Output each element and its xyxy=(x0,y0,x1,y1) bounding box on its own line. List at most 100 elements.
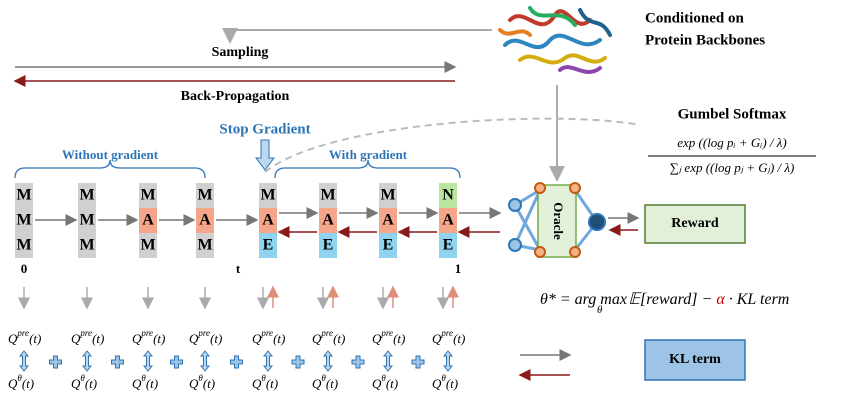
time-end: 1 xyxy=(455,261,462,276)
token: A xyxy=(262,212,274,229)
plus-sign xyxy=(352,356,364,368)
double-arrow xyxy=(384,351,392,371)
token: E xyxy=(323,237,334,254)
gumbel-link xyxy=(265,119,640,172)
time-start: 0 xyxy=(21,261,28,276)
q-arg: (t) xyxy=(210,331,222,346)
q-label: Qθ(t) xyxy=(252,373,278,391)
plus-sign xyxy=(112,356,124,368)
q-sup: pre xyxy=(140,328,153,338)
token: A xyxy=(382,212,394,229)
token: M xyxy=(16,237,31,254)
objective-sub: θ xyxy=(597,304,603,316)
q-arg: (t) xyxy=(92,331,104,346)
q-sup: pre xyxy=(260,328,273,338)
plus-sign xyxy=(50,356,62,368)
q-label: Qpre(t) xyxy=(132,328,165,346)
double-arrow xyxy=(83,351,91,371)
q-label: Qpre(t) xyxy=(8,328,41,346)
q-label: Qpre(t) xyxy=(189,328,222,346)
q-label: Qθ(t) xyxy=(8,373,34,391)
reward-label: Reward xyxy=(671,216,719,231)
token: M xyxy=(79,237,94,254)
double-arrow xyxy=(144,351,152,371)
token: M xyxy=(380,187,395,204)
q-sup: pre xyxy=(380,328,393,338)
condition-line2: Protein Backbones xyxy=(645,32,765,48)
time-mid: t xyxy=(236,261,241,276)
with-gradient-label: With gradient xyxy=(329,147,408,162)
condition-arrow xyxy=(230,30,492,42)
token: M xyxy=(260,187,275,204)
q-label: Qθ(t) xyxy=(372,373,398,391)
oracle-label: Oracle xyxy=(551,202,566,240)
token: M xyxy=(16,187,31,204)
objective: θ* = arg maxθ 𝔼[reward] − α · KL term xyxy=(540,291,789,316)
token: N xyxy=(442,187,454,204)
plus-sign xyxy=(292,356,304,368)
condition-line1: Conditioned on xyxy=(645,10,744,26)
q-arg: (t) xyxy=(453,331,465,346)
token: A xyxy=(199,212,211,229)
gumbel-denominator: ∑ⱼ exp ((log pⱼ + Gⱼ) / λ) xyxy=(670,160,795,175)
double-arrow xyxy=(201,351,209,371)
stop-gradient-arrow xyxy=(256,140,274,170)
gumbel-numerator: exp ((log pᵢ + Gᵢ) / λ) xyxy=(677,135,786,150)
backprop-label: Back-Propagation xyxy=(181,89,290,104)
q-sup: pre xyxy=(79,328,92,338)
objective-rhs: · KL term xyxy=(725,291,790,308)
q-arg: (t) xyxy=(22,376,34,391)
q-sup: pre xyxy=(197,328,210,338)
double-arrow xyxy=(324,351,332,371)
token: M xyxy=(79,212,94,229)
without-gradient-label: Without gradient xyxy=(62,147,159,162)
brace-without xyxy=(15,160,205,178)
q-arg: (t) xyxy=(266,376,278,391)
token: A xyxy=(322,212,334,229)
q-sup: pre xyxy=(320,328,333,338)
token: M xyxy=(197,187,212,204)
double-arrow xyxy=(444,351,452,371)
plus-sign xyxy=(231,356,243,368)
plus-sign xyxy=(412,356,424,368)
double-arrow xyxy=(20,351,28,371)
q-label: Qpre(t) xyxy=(252,328,285,346)
q-sup: pre xyxy=(440,328,453,338)
q-arg: (t) xyxy=(85,376,97,391)
q-arg: (t) xyxy=(393,331,405,346)
token: A xyxy=(442,212,454,229)
q-label: Qθ(t) xyxy=(432,373,458,391)
token: M xyxy=(16,212,31,229)
q-sup: pre xyxy=(16,328,29,338)
q-label: Qθ(t) xyxy=(312,373,338,391)
token: E xyxy=(383,237,394,254)
brace-with xyxy=(275,160,460,178)
diagram: Conditioned on Protein Backbones Samplin… xyxy=(0,0,855,402)
q-label: Qpre(t) xyxy=(432,328,465,346)
token: E xyxy=(263,237,274,254)
q-label: Qpre(t) xyxy=(312,328,345,346)
token: M xyxy=(140,237,155,254)
stop-gradient-label: Stop Gradient xyxy=(219,121,310,137)
q-arg: (t) xyxy=(333,331,345,346)
token: M xyxy=(140,187,155,204)
q-arg: (t) xyxy=(273,331,285,346)
q-label: Qθ(t) xyxy=(132,373,158,391)
gumbel-title: Gumbel Softmax xyxy=(678,106,787,122)
token: M xyxy=(79,187,94,204)
q-arg: (t) xyxy=(326,376,338,391)
q-arg: (t) xyxy=(146,376,158,391)
q-label: Qpre(t) xyxy=(372,328,405,346)
q-arg: (t) xyxy=(203,376,215,391)
plus-sign xyxy=(171,356,183,368)
token: M xyxy=(320,187,335,204)
objective-lhs: θ* = arg max xyxy=(540,291,627,308)
token: E xyxy=(443,237,454,254)
protein-structure xyxy=(500,8,610,72)
kl-label: KL term xyxy=(669,352,721,367)
q-arg: (t) xyxy=(446,376,458,391)
double-arrow xyxy=(264,351,272,371)
q-label: Qpre(t) xyxy=(71,328,104,346)
token: M xyxy=(197,237,212,254)
sampling-label: Sampling xyxy=(212,45,269,60)
